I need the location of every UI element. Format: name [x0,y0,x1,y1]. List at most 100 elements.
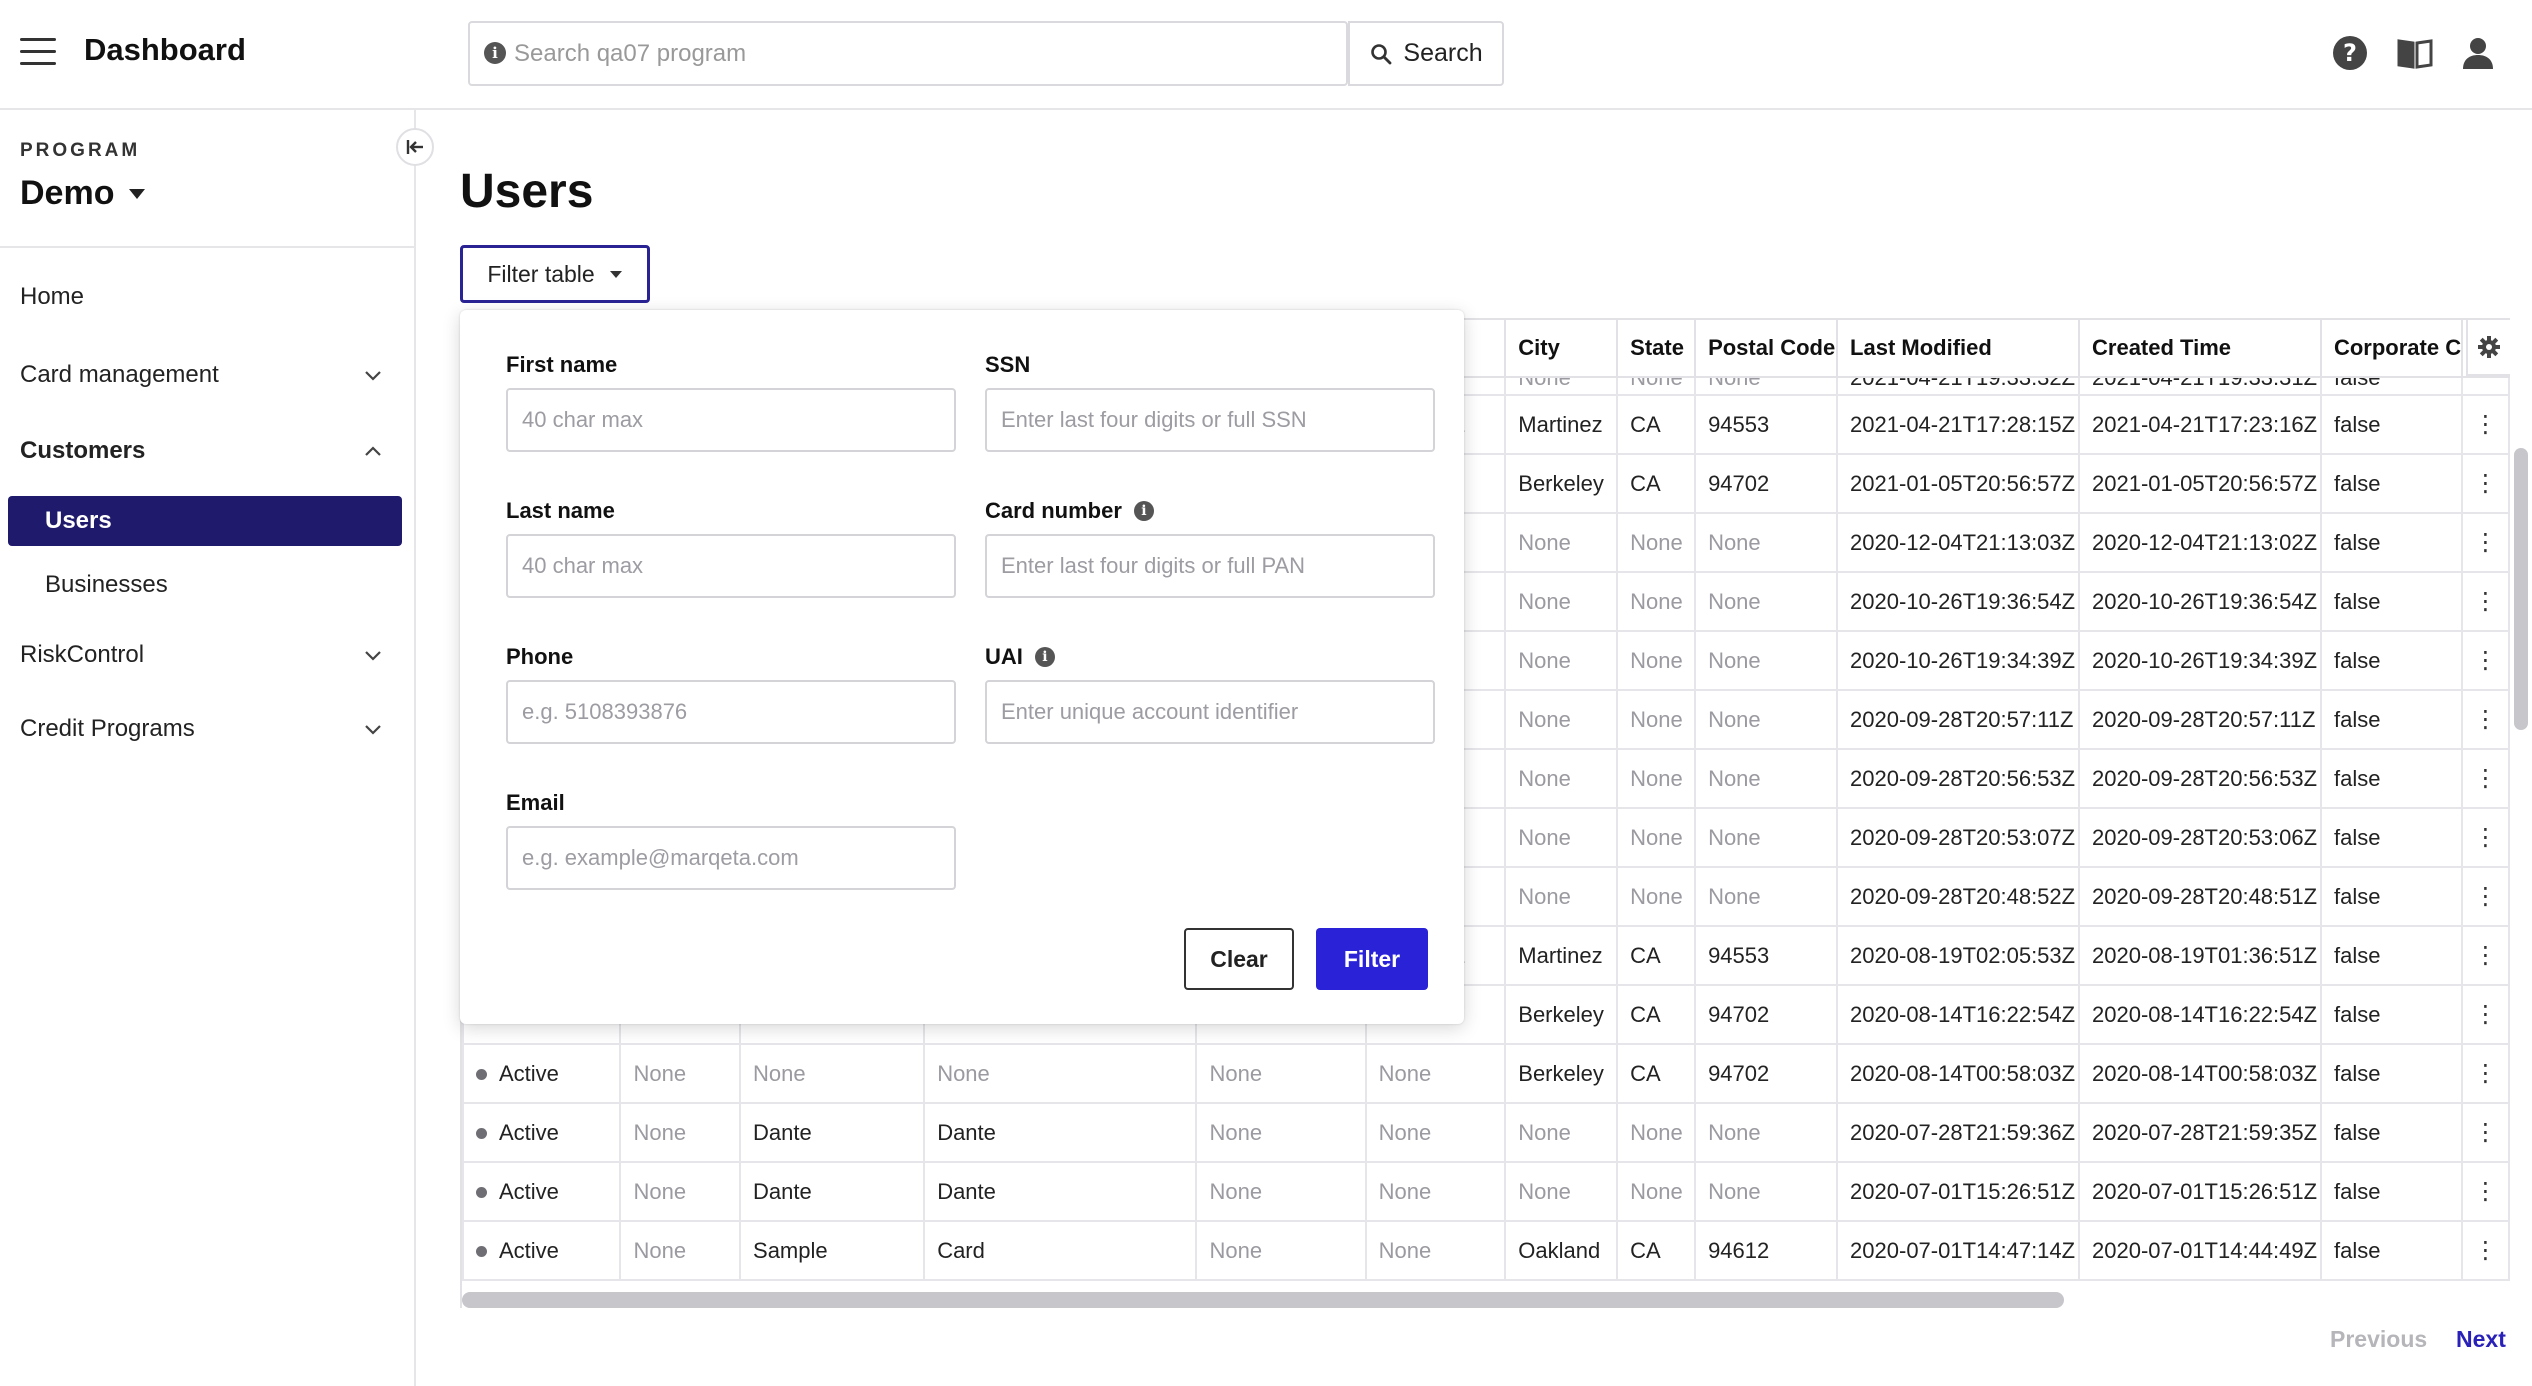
table-cell: None [1195,1043,1367,1104]
table-cell: 2020-12-04T21:13:02Z [2078,512,2322,573]
app-title: Dashboard [84,32,246,67]
table-cell: Dante [739,1102,926,1163]
table-cell: None [1694,1102,1839,1163]
table-cell: Dante [923,1161,1198,1222]
sidebar-item-users[interactable]: Users [8,496,402,546]
table-row[interactable]: Active None Dante Dante None None None None None… [462,1102,2510,1163]
sidebar-item-businesses[interactable]: Businesses [0,560,414,610]
sidebar-item-label: RiskControl [20,641,145,668]
help-icon[interactable]: ? [2330,33,2370,73]
table-cell: None [1616,376,1697,396]
table-cell: Active [462,1043,622,1104]
filter-table-button[interactable]: Filter table [460,245,650,303]
menu-icon[interactable] [20,38,56,66]
search-input[interactable] [514,23,1294,84]
table-cell: false [2319,984,2464,1045]
table-cell: None [1504,748,1619,809]
table-cell: None [1504,376,1619,396]
first-name-field[interactable] [506,388,956,452]
column-settings-button[interactable] [2466,318,2510,376]
table-row[interactable]: Active None Sample Card None None Oakland CA 946… [462,1220,2510,1281]
chevron-down-icon [365,725,381,735]
table-cell: None [1616,866,1697,927]
table-cell: 2020-07-01T14:44:49Z [2078,1220,2322,1281]
info-icon[interactable]: i [1133,501,1154,521]
status-text: Active [499,1237,559,1263]
table-cell: false [2319,925,2464,986]
filter-submit-button[interactable]: Filter [1316,928,1428,990]
table-cell: None [1694,748,1839,809]
collapse-sidebar-button[interactable] [396,128,434,166]
table-cell: None [1694,807,1839,868]
table-cell: Active [462,1220,622,1281]
table-cell: None [1694,630,1839,691]
table-cell: Dante [923,1102,1198,1163]
row-actions-icon[interactable]: ⋮ [2461,866,2510,927]
table-row[interactable]: Active None Dante Dante None None None None None… [462,1161,2510,1222]
search-button-label: Search [1403,39,1483,67]
table-cell: CA [1616,925,1697,986]
row-actions-icon[interactable]: ⋮ [2461,807,2510,868]
next-page-button[interactable]: Next [2456,1326,2506,1352]
row-actions-icon[interactable]: ⋮ [2461,925,2510,986]
row-actions-icon[interactable]: ⋮ [2461,689,2510,750]
horizontal-scrollbar[interactable] [462,1292,2064,1308]
column-header[interactable]: Last Modified [1836,318,2081,378]
table-cell: 94702 [1694,1043,1839,1104]
table-cell: 2020-09-28T20:53:07Z [1836,807,2081,868]
sidebar-item-home[interactable]: Home [0,272,414,322]
table-cell: Active [462,1161,622,1222]
program-select[interactable]: Demo [20,174,146,213]
user-icon[interactable] [2458,33,2498,73]
row-actions-icon[interactable]: ⋮ [2461,1161,2510,1222]
sidebar-item-riskcontrol[interactable]: RiskControl [0,630,414,680]
row-actions-icon[interactable]: ⋮ [2461,512,2510,573]
status-dot-icon [476,1187,487,1199]
row-actions-icon[interactable] [2461,376,2510,396]
status-dot-icon [476,1128,487,1140]
row-actions-icon[interactable]: ⋮ [2461,1220,2510,1281]
column-header[interactable]: Corporate C [2319,318,2464,378]
table-cell: None [1694,689,1839,750]
table-cell: Martinez [1504,925,1619,986]
table-cell: None [1504,689,1619,750]
table-cell: Berkeley [1504,984,1619,1045]
email-field[interactable] [506,826,956,890]
row-actions-icon[interactable]: ⋮ [2461,984,2510,1045]
table-cell: None [1694,512,1839,573]
sidebar-item-customers[interactable]: Customers [0,426,414,476]
table-cell: None [1504,807,1619,868]
row-actions-icon[interactable]: ⋮ [2461,394,2510,455]
column-header[interactable]: State [1616,318,1697,378]
row-actions-icon[interactable]: ⋮ [2461,1102,2510,1163]
sidebar-item-card-management[interactable]: Card management [0,350,414,400]
info-icon[interactable]: i [1034,647,1055,667]
row-actions-icon[interactable]: ⋮ [2461,453,2510,514]
row-actions-icon[interactable]: ⋮ [2461,571,2510,632]
row-actions-icon[interactable]: ⋮ [2461,748,2510,809]
clear-button[interactable]: Clear [1184,928,1294,990]
table-cell: None [1364,1161,1507,1222]
search-button[interactable]: Search [1348,21,1504,86]
row-actions-icon[interactable]: ⋮ [2461,630,2510,691]
table-cell: 94612 [1694,1220,1839,1281]
table-cell: CA [1616,1043,1697,1104]
table-cell: false [2319,1043,2464,1104]
column-header[interactable]: Postal Code [1694,318,1839,378]
sidebar-item-credit-programs[interactable]: Credit Programs [0,704,414,754]
uai-field[interactable] [985,680,1435,744]
card-number-field[interactable] [985,534,1435,598]
phone-field[interactable] [506,680,956,744]
collapse-icon [406,140,423,154]
column-header[interactable]: Created Time [2078,318,2322,378]
row-actions-icon[interactable]: ⋮ [2461,1043,2510,1104]
table-cell: None [1364,1102,1507,1163]
column-header[interactable]: City [1504,318,1619,378]
last-name-field[interactable] [506,534,956,598]
table-cell: None [1504,1161,1619,1222]
book-icon[interactable] [2395,33,2435,73]
ssn-field[interactable] [985,388,1435,452]
previous-page-button[interactable]: Previous [2330,1326,2428,1352]
vertical-scrollbar[interactable] [2514,448,2528,730]
